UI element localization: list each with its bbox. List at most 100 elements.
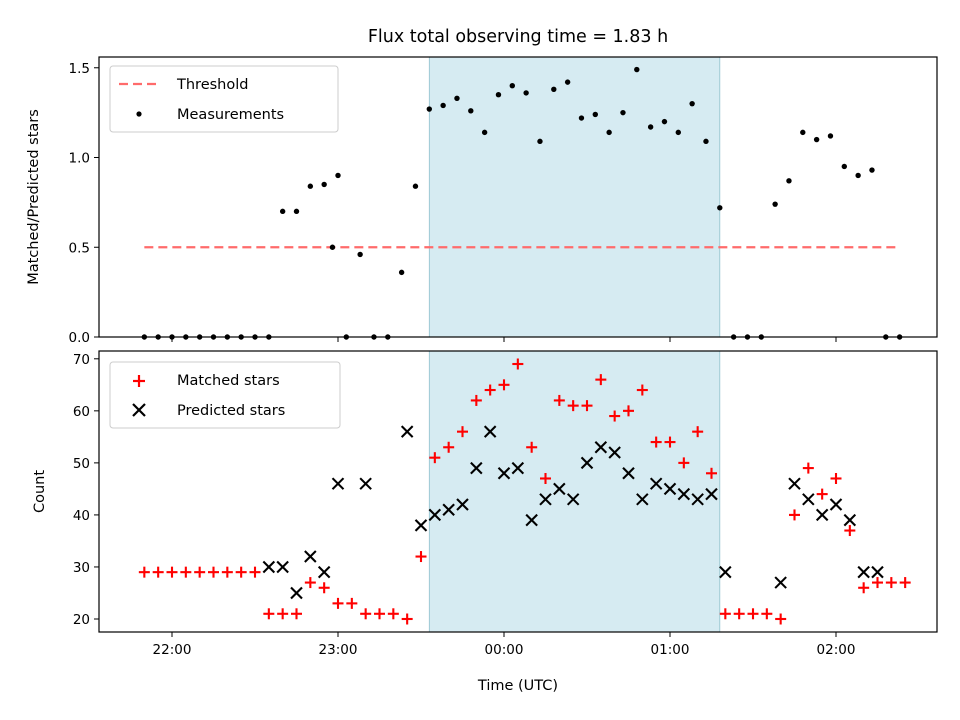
predicted-point bbox=[788, 477, 801, 490]
predicted-point bbox=[470, 461, 483, 475]
matched-point bbox=[650, 436, 662, 448]
measurement-point bbox=[523, 90, 529, 96]
predicted-point bbox=[290, 586, 303, 600]
predicted-point bbox=[871, 565, 884, 579]
matched-point bbox=[636, 384, 648, 396]
predicted-point bbox=[774, 576, 787, 589]
measurement-point bbox=[606, 129, 612, 136]
measurement-point bbox=[689, 100, 695, 107]
measurement-point bbox=[412, 183, 419, 189]
measurement-point bbox=[786, 178, 792, 184]
predicted-point bbox=[594, 441, 608, 454]
legend-threshold-label: Threshold bbox=[176, 77, 248, 93]
predicted-point bbox=[359, 477, 372, 490]
measurement-point bbox=[675, 129, 681, 136]
matched-point bbox=[899, 577, 911, 589]
matched-point bbox=[194, 566, 206, 578]
predicted-point bbox=[677, 487, 691, 501]
bottom-axes-frame bbox=[98, 350, 938, 633]
matched-point bbox=[553, 394, 565, 406]
bottom-y-axis-label: Count bbox=[32, 470, 48, 513]
y-tick-label: 1.5 bbox=[69, 61, 90, 77]
predicted-point bbox=[511, 461, 525, 475]
matched-point bbox=[332, 597, 344, 609]
predicted-point bbox=[857, 565, 870, 579]
measurement-point bbox=[495, 91, 502, 98]
top-highlight-span bbox=[428, 56, 721, 338]
measurement-point bbox=[800, 129, 806, 136]
matched-point bbox=[789, 509, 800, 521]
y-tick-label: 20 bbox=[73, 612, 90, 628]
chart-title: Flux total observing time = 1.83 h bbox=[368, 27, 668, 47]
matched-point bbox=[816, 488, 828, 500]
matched-point bbox=[249, 566, 261, 578]
matched-point bbox=[609, 410, 621, 422]
y-tick-label: 70 bbox=[73, 352, 90, 368]
matched-point bbox=[346, 597, 358, 609]
predicted-point bbox=[414, 519, 428, 532]
matched-point bbox=[387, 608, 399, 620]
y-tick-label: 0.5 bbox=[69, 240, 90, 256]
top-y-axis-label: Matched/Predicted stars bbox=[26, 109, 42, 285]
matched-point bbox=[844, 525, 856, 537]
matched-point bbox=[595, 374, 607, 386]
measurement-point bbox=[321, 181, 327, 188]
matched-point bbox=[719, 608, 731, 620]
predicted-point bbox=[566, 493, 580, 506]
matched-point bbox=[318, 582, 330, 594]
matched-point bbox=[733, 608, 745, 620]
measurement-point bbox=[564, 79, 571, 85]
matched-point bbox=[263, 608, 275, 620]
predicted-point bbox=[497, 467, 511, 480]
measurement-point bbox=[307, 183, 314, 189]
matched-point bbox=[180, 566, 192, 578]
bottom-ticks: 20 30 40 50 60 70 22:00 23:00 00:00 01:00 02:00 bbox=[73, 352, 856, 658]
bottom-panel: 20 30 40 50 60 70 22:00 23:00 00:00 01:00 02:00 Co… bbox=[32, 350, 938, 694]
measurement-point bbox=[827, 133, 834, 139]
legend-matched-swatch bbox=[133, 375, 145, 387]
matched-point bbox=[775, 613, 787, 625]
measurement-point bbox=[537, 138, 543, 145]
matched-point bbox=[581, 400, 593, 412]
predicted-point bbox=[317, 565, 331, 579]
predicted-point bbox=[262, 560, 276, 574]
matched-point bbox=[567, 400, 579, 412]
measurement-point bbox=[592, 111, 598, 118]
measurement-point bbox=[869, 167, 875, 173]
predicted-point bbox=[719, 565, 732, 579]
matched-point bbox=[761, 608, 773, 620]
measurements-series bbox=[141, 66, 903, 340]
measurement-point bbox=[841, 163, 847, 170]
matched-point bbox=[872, 577, 883, 589]
predicted-series bbox=[262, 425, 884, 600]
predicted-point bbox=[843, 513, 857, 527]
measurement-point bbox=[293, 208, 300, 215]
measurement-point bbox=[481, 129, 488, 136]
predicted-point bbox=[331, 477, 345, 490]
matched-point bbox=[623, 405, 634, 417]
predicted-point bbox=[663, 482, 677, 496]
matched-point bbox=[457, 426, 468, 438]
matched-point bbox=[512, 358, 524, 370]
matched-point bbox=[678, 457, 690, 469]
y-tick-label: 40 bbox=[73, 508, 90, 524]
matched-point bbox=[235, 566, 247, 578]
measurement-point bbox=[551, 86, 557, 93]
matched-point bbox=[360, 608, 372, 620]
matched-point bbox=[498, 379, 510, 391]
predicted-point bbox=[304, 550, 317, 563]
top-axes-frame bbox=[98, 56, 938, 338]
x-tick-label: 23:00 bbox=[319, 642, 358, 658]
measurement-point bbox=[647, 124, 654, 130]
x-tick-label: 00:00 bbox=[485, 642, 524, 658]
matched-point bbox=[415, 551, 427, 563]
predicted-point bbox=[815, 508, 829, 522]
bottom-legend: Matched stars Predicted stars bbox=[109, 361, 341, 429]
measurement-point bbox=[703, 138, 709, 145]
measurement-point bbox=[454, 95, 460, 101]
legend-measurements-swatch bbox=[136, 111, 142, 117]
matched-point bbox=[540, 472, 551, 484]
measurement-point bbox=[855, 172, 861, 179]
matched-point bbox=[664, 436, 676, 448]
